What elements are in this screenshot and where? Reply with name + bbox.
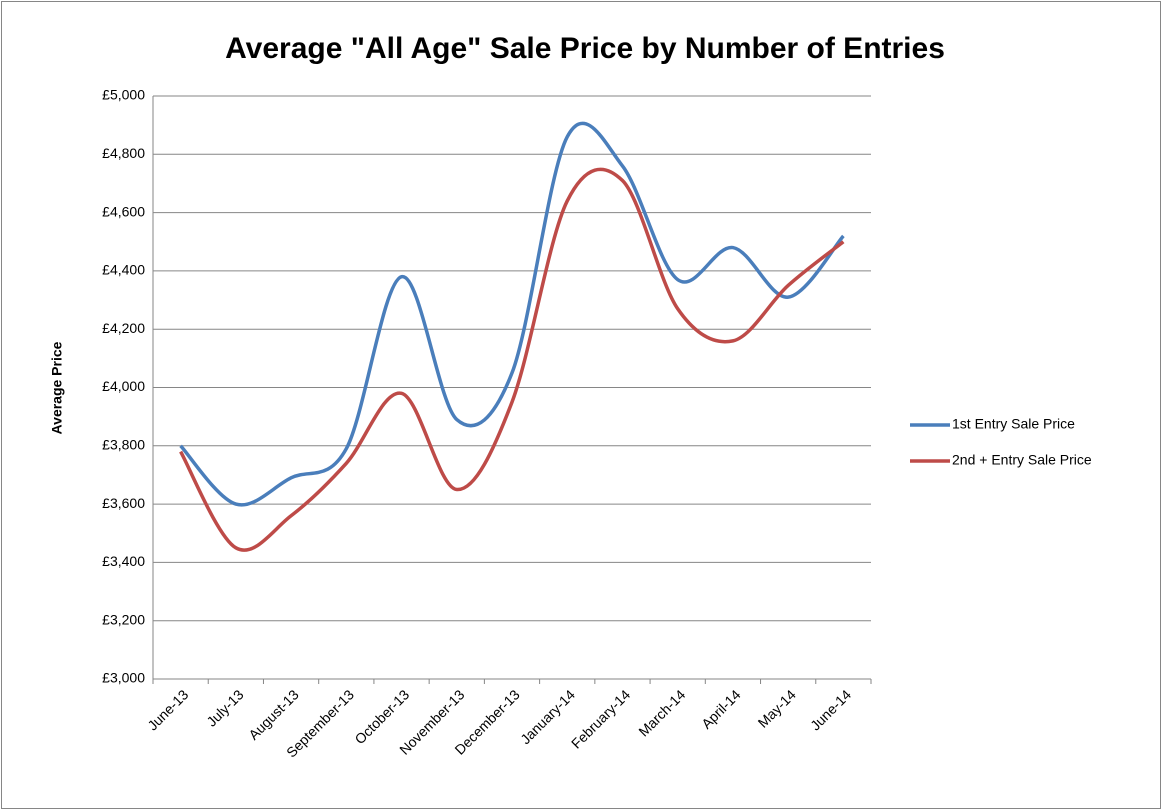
y-tick-label: £4,000 <box>102 378 145 394</box>
y-tick-label: £4,800 <box>102 145 145 161</box>
legend-label: 2nd + Entry Sale Price <box>952 452 1092 468</box>
y-tick-label: £3,000 <box>102 670 145 686</box>
y-tick-label: £3,600 <box>102 495 145 511</box>
y-axis-label: Average Price <box>49 341 65 434</box>
chart-title: Average "All Age" Sale Price by Number o… <box>225 32 945 65</box>
legend-label: 1st Entry Sale Price <box>952 416 1075 432</box>
series-line <box>179 167 845 552</box>
y-tick-label: £3,800 <box>102 437 145 453</box>
y-tick-label: £4,200 <box>102 320 145 336</box>
y-tick-label: £4,600 <box>102 203 145 219</box>
series-line <box>179 121 845 507</box>
y-tick-label: £3,400 <box>102 553 145 569</box>
y-tick-label: £5,000 <box>102 87 145 103</box>
y-tick-label: £4,400 <box>102 262 145 278</box>
y-tick-label: £3,200 <box>102 611 145 627</box>
